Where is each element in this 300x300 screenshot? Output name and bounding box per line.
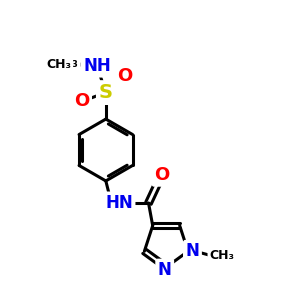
Text: N: N <box>185 242 200 260</box>
Text: S: S <box>99 83 113 102</box>
Text: CH₃: CH₃ <box>51 56 79 70</box>
Text: NH: NH <box>83 57 111 75</box>
Text: O: O <box>117 68 133 85</box>
Text: O: O <box>74 92 89 110</box>
Text: CH₃: CH₃ <box>46 58 71 71</box>
Text: HN: HN <box>105 194 133 212</box>
Text: O: O <box>154 166 170 184</box>
Text: CH₃: CH₃ <box>209 249 234 262</box>
Text: N: N <box>158 261 172 279</box>
